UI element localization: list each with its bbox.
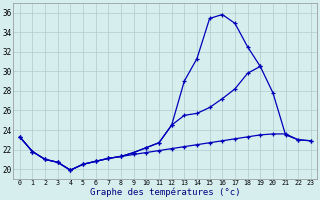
X-axis label: Graphe des températures (°c): Graphe des températures (°c) — [90, 188, 241, 197]
